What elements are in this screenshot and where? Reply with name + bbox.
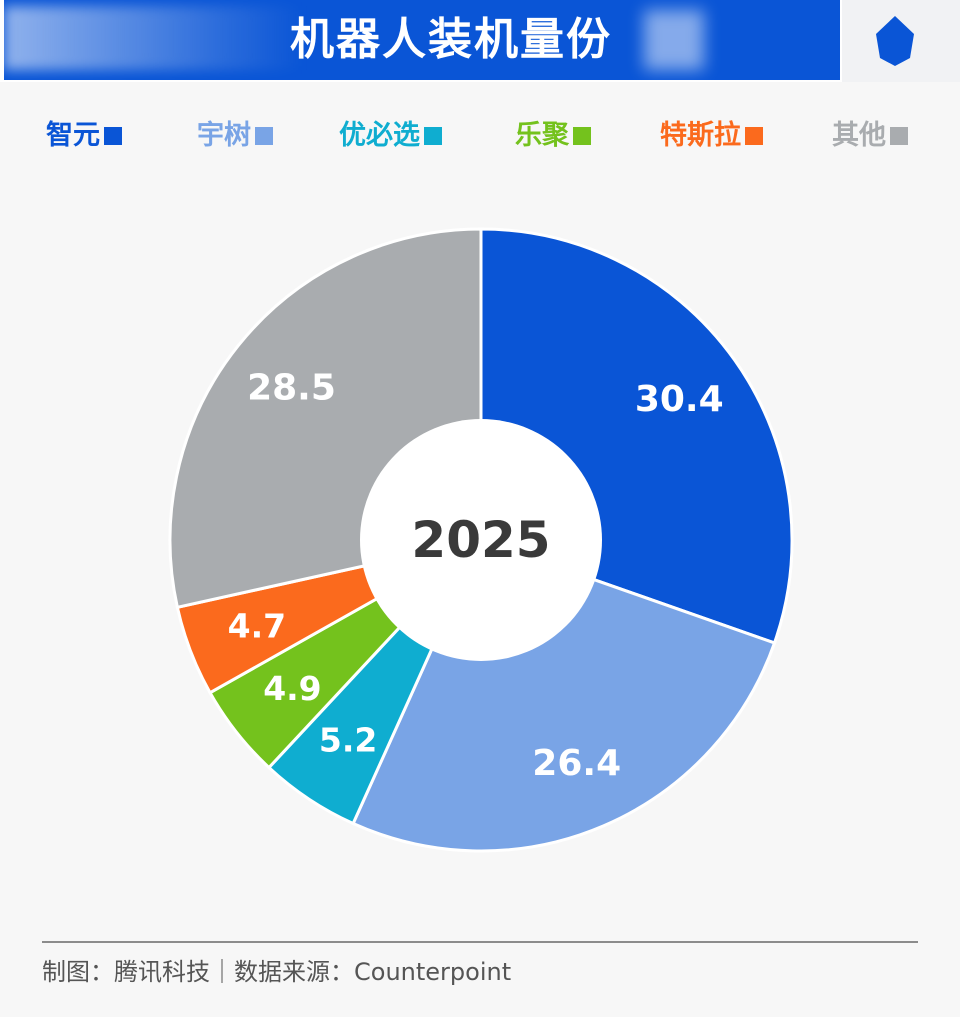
footer-divider xyxy=(42,941,918,943)
legend-item-youbixuan: 优必选 xyxy=(339,112,442,160)
legend-swatch xyxy=(745,127,763,145)
legend-item-yushu: 宇树 xyxy=(197,112,273,160)
legend-swatch xyxy=(104,127,122,145)
legend: 智元 宇树 优必选 乐聚 特斯拉 其他 xyxy=(0,112,960,160)
legend-label: 乐聚 xyxy=(515,120,569,151)
slice-label-0: 30.4 xyxy=(635,379,724,420)
legend-item-leju: 乐聚 xyxy=(515,112,591,160)
donut-hole xyxy=(360,419,602,661)
footer-credit: 制图：腾讯科技｜数据来源：Counterpoint xyxy=(42,958,512,986)
center-label: 2025 xyxy=(411,511,550,569)
legend-label: 智元 xyxy=(46,120,100,151)
legend-item-qita: 其他 xyxy=(832,112,908,160)
slice-label-1: 26.4 xyxy=(532,743,621,784)
slice-label-4: 4.7 xyxy=(228,606,286,645)
slice-label-2: 5.2 xyxy=(319,720,377,759)
slice-label-3: 4.9 xyxy=(263,669,321,708)
header-bar: 机器人装机量份 xyxy=(0,0,960,82)
title-band xyxy=(4,0,840,80)
legend-label: 宇树 xyxy=(197,120,251,151)
blue-badge-icon xyxy=(876,16,914,66)
page-title: 机器人装机量份 xyxy=(290,14,612,65)
slice-label-5: 28.5 xyxy=(247,367,336,408)
title-blur-right xyxy=(644,10,704,70)
legend-swatch xyxy=(424,127,442,145)
legend-label: 特斯拉 xyxy=(660,120,741,151)
legend-swatch xyxy=(573,127,591,145)
donut-chart: 30.4 26.4 5.2 4.9 4.7 28.5 2025 xyxy=(168,227,794,853)
legend-label: 优必选 xyxy=(339,120,420,151)
title-blur-left xyxy=(4,6,304,70)
legend-swatch xyxy=(890,127,908,145)
legend-item-zhiyuan: 智元 xyxy=(46,112,122,160)
legend-label: 其他 xyxy=(832,120,886,151)
legend-item-tesila: 特斯拉 xyxy=(660,112,763,160)
legend-swatch xyxy=(255,127,273,145)
